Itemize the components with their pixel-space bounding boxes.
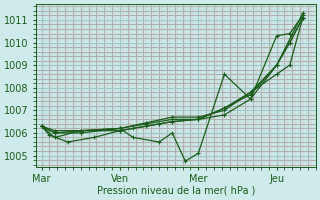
X-axis label: Pression niveau de la mer( hPa ): Pression niveau de la mer( hPa ) bbox=[97, 186, 255, 196]
